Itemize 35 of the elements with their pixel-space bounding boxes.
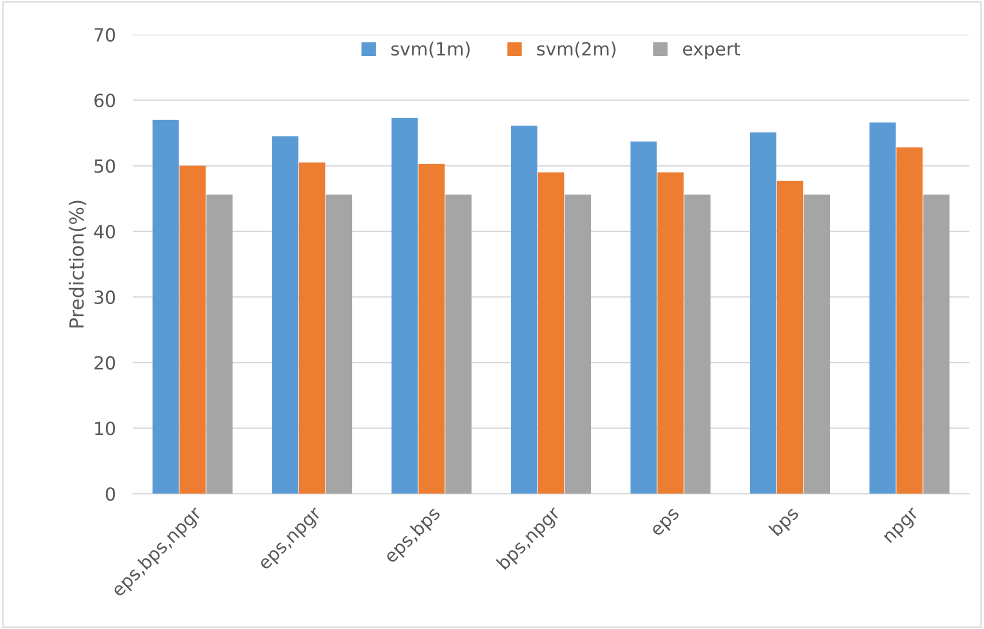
bar: [298, 162, 326, 494]
bar: [564, 194, 592, 494]
legend-label: svm(1m): [391, 42, 470, 58]
bar: [776, 180, 804, 494]
bar: [896, 147, 923, 494]
bar: [630, 142, 657, 494]
legend-label: svm(2m): [537, 42, 616, 58]
y-tick-label: 60: [94, 94, 115, 108]
bar: [538, 172, 564, 494]
bar: [511, 126, 538, 494]
y-tick-label: 10: [95, 422, 115, 436]
y-tick-label: 0: [106, 487, 115, 501]
bar: [445, 194, 472, 494]
legend-label: expert: [683, 42, 740, 60]
y-tick-label: 30: [94, 290, 115, 304]
bar: [272, 136, 298, 494]
bar: [326, 194, 352, 494]
bar: [804, 194, 830, 494]
bar: [392, 118, 418, 494]
bar: [923, 194, 950, 494]
bar: [657, 172, 684, 494]
y-tick-label: 50: [94, 159, 115, 173]
bar: [418, 164, 445, 494]
y-tick-label: 70: [94, 28, 115, 42]
x-tick-label: eps: [651, 508, 682, 540]
x-tick-label: bps: [768, 506, 802, 539]
bar: [152, 120, 179, 494]
bar: [179, 166, 206, 494]
y-tick-label: 20: [94, 356, 115, 370]
bar: [750, 132, 776, 494]
bar: [684, 194, 711, 494]
y-axis-title: Prediction(%): [68, 200, 86, 328]
bar: [206, 194, 233, 494]
bar: [869, 122, 896, 494]
y-tick-label: 40: [94, 224, 115, 238]
